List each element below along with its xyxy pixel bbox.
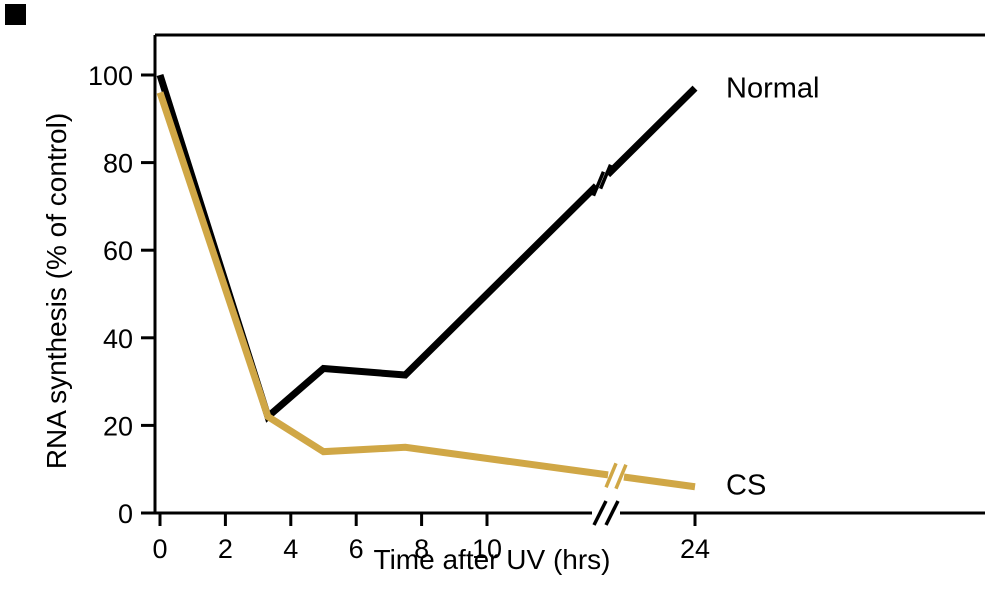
y-tick-label: 100 — [88, 61, 133, 91]
series-line-normal — [156, 73, 698, 423]
y-tick-label: 0 — [118, 499, 133, 529]
y-tick-label: 40 — [103, 324, 133, 354]
x-tick-label: 8 — [414, 534, 429, 564]
x-tick-label: 2 — [218, 534, 233, 564]
x-tick-label: 4 — [283, 534, 298, 564]
x-axis-title: Time after UV (hrs) — [373, 544, 611, 575]
series-line-cs — [156, 91, 696, 491]
x-tick-label: 24 — [680, 534, 710, 564]
line-break-slash — [604, 462, 618, 488]
series-label-normal: Normal — [726, 72, 820, 105]
line-break-slash — [614, 463, 628, 490]
y-tick-label: 60 — [103, 236, 133, 266]
x-axis-break-slash — [592, 500, 608, 526]
corner-mark — [5, 4, 26, 25]
series-label-cs: CS — [726, 469, 767, 502]
x-tick-label: 6 — [349, 534, 364, 564]
y-axis-title: RNA synthesis (% of control) — [41, 112, 72, 470]
line-break-slash — [598, 164, 613, 190]
x-axis-break-slash — [604, 500, 620, 526]
x-tick-label: 10 — [472, 534, 502, 564]
y-tick-label: 80 — [103, 149, 133, 179]
x-tick-label: 0 — [152, 534, 167, 564]
line-break-slash — [591, 171, 606, 197]
y-tick-label: 20 — [103, 411, 133, 441]
